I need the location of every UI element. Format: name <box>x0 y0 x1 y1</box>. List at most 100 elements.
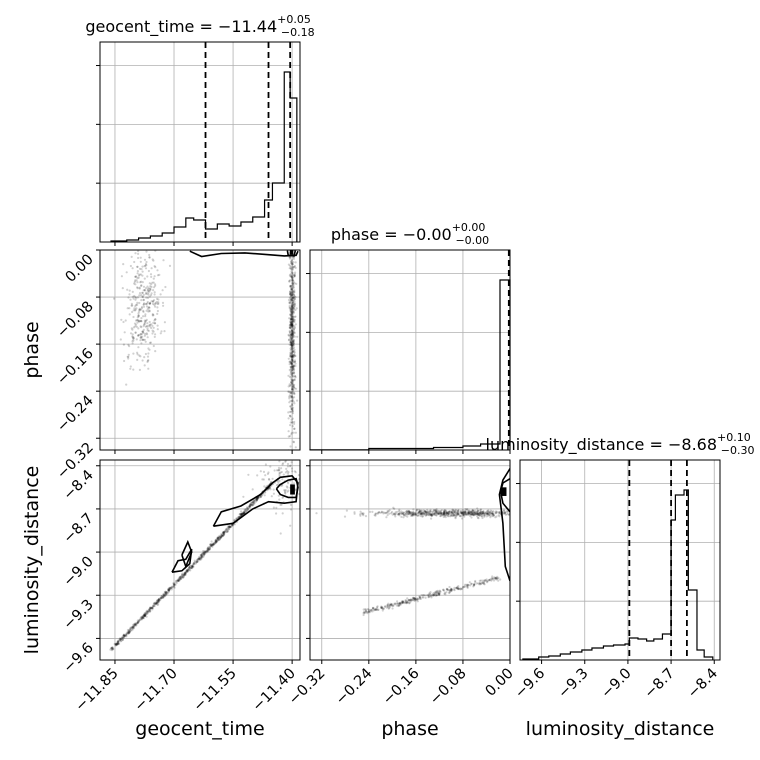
sample-point <box>275 469 279 472</box>
sample-point <box>481 516 484 520</box>
sample-point <box>470 512 473 515</box>
sample-point <box>123 634 126 637</box>
sample-point <box>292 327 295 330</box>
sample-point <box>304 460 306 462</box>
sample-point <box>138 301 141 305</box>
sample-point <box>421 512 424 516</box>
sample-point <box>290 467 294 470</box>
sample-point <box>291 306 294 309</box>
sample-point <box>421 512 424 515</box>
sample-point <box>135 279 138 282</box>
sample-point <box>398 601 401 604</box>
sample-point <box>481 582 484 585</box>
sample-point <box>289 365 292 369</box>
sample-point <box>156 309 159 313</box>
sample-point <box>202 553 206 556</box>
sample-point <box>289 360 292 363</box>
sample-point <box>290 323 293 326</box>
sample-point <box>122 263 125 266</box>
sample-point <box>454 511 457 514</box>
sample-point <box>368 609 371 612</box>
sample-point <box>290 377 293 380</box>
sample-point <box>180 577 183 581</box>
panel-frame <box>309 459 511 661</box>
sample-point <box>292 364 295 368</box>
sample-point <box>396 510 399 513</box>
sample-point <box>290 321 293 324</box>
sample-point <box>289 293 292 296</box>
sample-point <box>445 509 448 512</box>
sample-point <box>291 301 295 304</box>
sample-point <box>291 352 294 355</box>
sample-point <box>363 612 366 615</box>
sample-point <box>131 336 134 339</box>
sample-point <box>291 412 295 415</box>
sample-point <box>146 285 149 288</box>
sample-point <box>126 307 129 310</box>
sample-point <box>148 290 151 293</box>
sample-point <box>438 592 441 595</box>
sample-point <box>460 515 463 518</box>
sample-point <box>291 410 294 413</box>
sample-point <box>211 543 214 546</box>
sample-point <box>249 503 252 506</box>
sample-point <box>449 511 452 514</box>
sample-point <box>194 560 197 563</box>
sample-point <box>426 513 429 516</box>
sample-point <box>397 512 401 516</box>
sample-point <box>258 496 261 499</box>
sample-point <box>477 509 480 512</box>
sample-point <box>445 511 448 514</box>
sample-point <box>146 612 149 615</box>
sample-point <box>492 513 495 517</box>
sample-point <box>134 331 137 334</box>
sample-point <box>288 384 291 387</box>
sample-point <box>124 633 127 636</box>
sample-point <box>148 607 151 610</box>
sample-point <box>364 610 368 613</box>
sample-point <box>293 303 296 306</box>
sample-point <box>450 588 453 591</box>
sample-point <box>198 556 201 560</box>
sample-point <box>129 298 132 301</box>
sample-point <box>479 511 482 514</box>
sample-point <box>290 305 293 308</box>
sample-point <box>240 512 243 516</box>
sample-point <box>388 603 391 606</box>
sample-point <box>280 467 283 470</box>
sample-point <box>482 510 485 513</box>
sample-point <box>291 290 294 293</box>
sample-point <box>134 308 137 311</box>
sample-point <box>134 622 137 625</box>
sample-point <box>433 510 436 513</box>
sample-point <box>145 612 148 615</box>
sample-point <box>254 499 257 502</box>
sample-point <box>291 421 294 424</box>
sample-point <box>171 585 174 588</box>
sample-point <box>221 534 224 537</box>
sample-point <box>447 512 450 515</box>
sample-point <box>290 311 293 314</box>
sample-point <box>288 331 291 334</box>
sample-point <box>384 511 387 515</box>
sample-point <box>431 514 434 517</box>
sample-point <box>254 500 258 503</box>
sample-point <box>291 305 294 308</box>
sample-point <box>293 359 296 362</box>
sample-point <box>433 591 436 594</box>
sample-point <box>134 305 137 308</box>
sample-point <box>147 269 150 273</box>
sample-point <box>143 319 146 322</box>
sample-point <box>222 534 225 538</box>
sample-point <box>487 514 490 517</box>
sample-point <box>526 512 528 514</box>
sample-point <box>292 299 295 302</box>
sample-point <box>181 573 184 576</box>
sample-point <box>397 513 400 516</box>
sample-point <box>116 642 119 645</box>
sample-point <box>462 513 465 516</box>
sample-point <box>140 307 143 310</box>
sample-point <box>426 510 429 514</box>
sample-point <box>148 610 151 613</box>
